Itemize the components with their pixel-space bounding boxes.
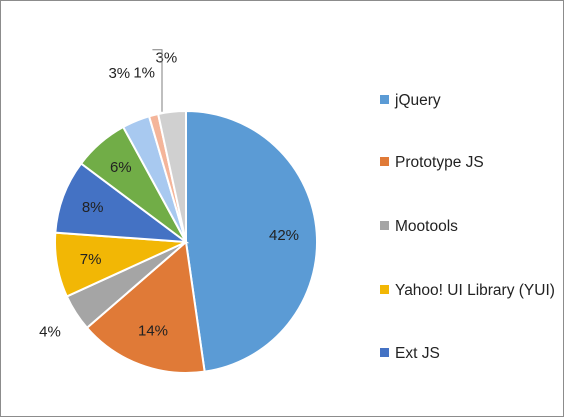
legend-label: Ext JS <box>395 345 440 362</box>
pie-slice-prototype-js <box>85 240 206 375</box>
data-label-series-8: 1% <box>133 64 155 81</box>
legend-item-yui: Yahoo! UI Library (YUI) <box>380 280 560 301</box>
legend-label: jQuery <box>395 92 441 109</box>
legend-swatch <box>380 285 389 294</box>
pie-slice-jquery <box>185 109 319 373</box>
legend-item-jquery: jQuery <box>380 90 560 111</box>
data-label-series-6: 6% <box>110 159 132 176</box>
legend-swatch <box>380 95 389 104</box>
data-label-series-9: 3% <box>156 50 178 67</box>
data-label-series-7: 3% <box>108 65 130 82</box>
legend-item-ext-js: Ext JS <box>380 343 560 364</box>
legend-label: Mootools <box>395 218 458 235</box>
legend-label: Yahoo! UI Library (YUI) <box>395 282 555 299</box>
legend-label: Prototype JS <box>395 154 484 171</box>
data-label-mootools: 4% <box>39 324 61 341</box>
data-label-prototype-js: 14% <box>138 322 168 339</box>
legend-item-prototype-js: Prototype JS <box>380 152 560 173</box>
legend-swatch <box>380 157 389 166</box>
data-label-ext-js: 8% <box>82 199 104 216</box>
data-label-jquery: 42% <box>269 227 299 244</box>
data-label-yui: 7% <box>80 251 102 268</box>
legend-swatch <box>380 348 389 357</box>
legend-item-mootools: Mootools <box>380 216 560 237</box>
pie-slice-series-9 <box>156 109 187 243</box>
legend-swatch <box>380 221 389 230</box>
leader-line <box>152 49 163 112</box>
